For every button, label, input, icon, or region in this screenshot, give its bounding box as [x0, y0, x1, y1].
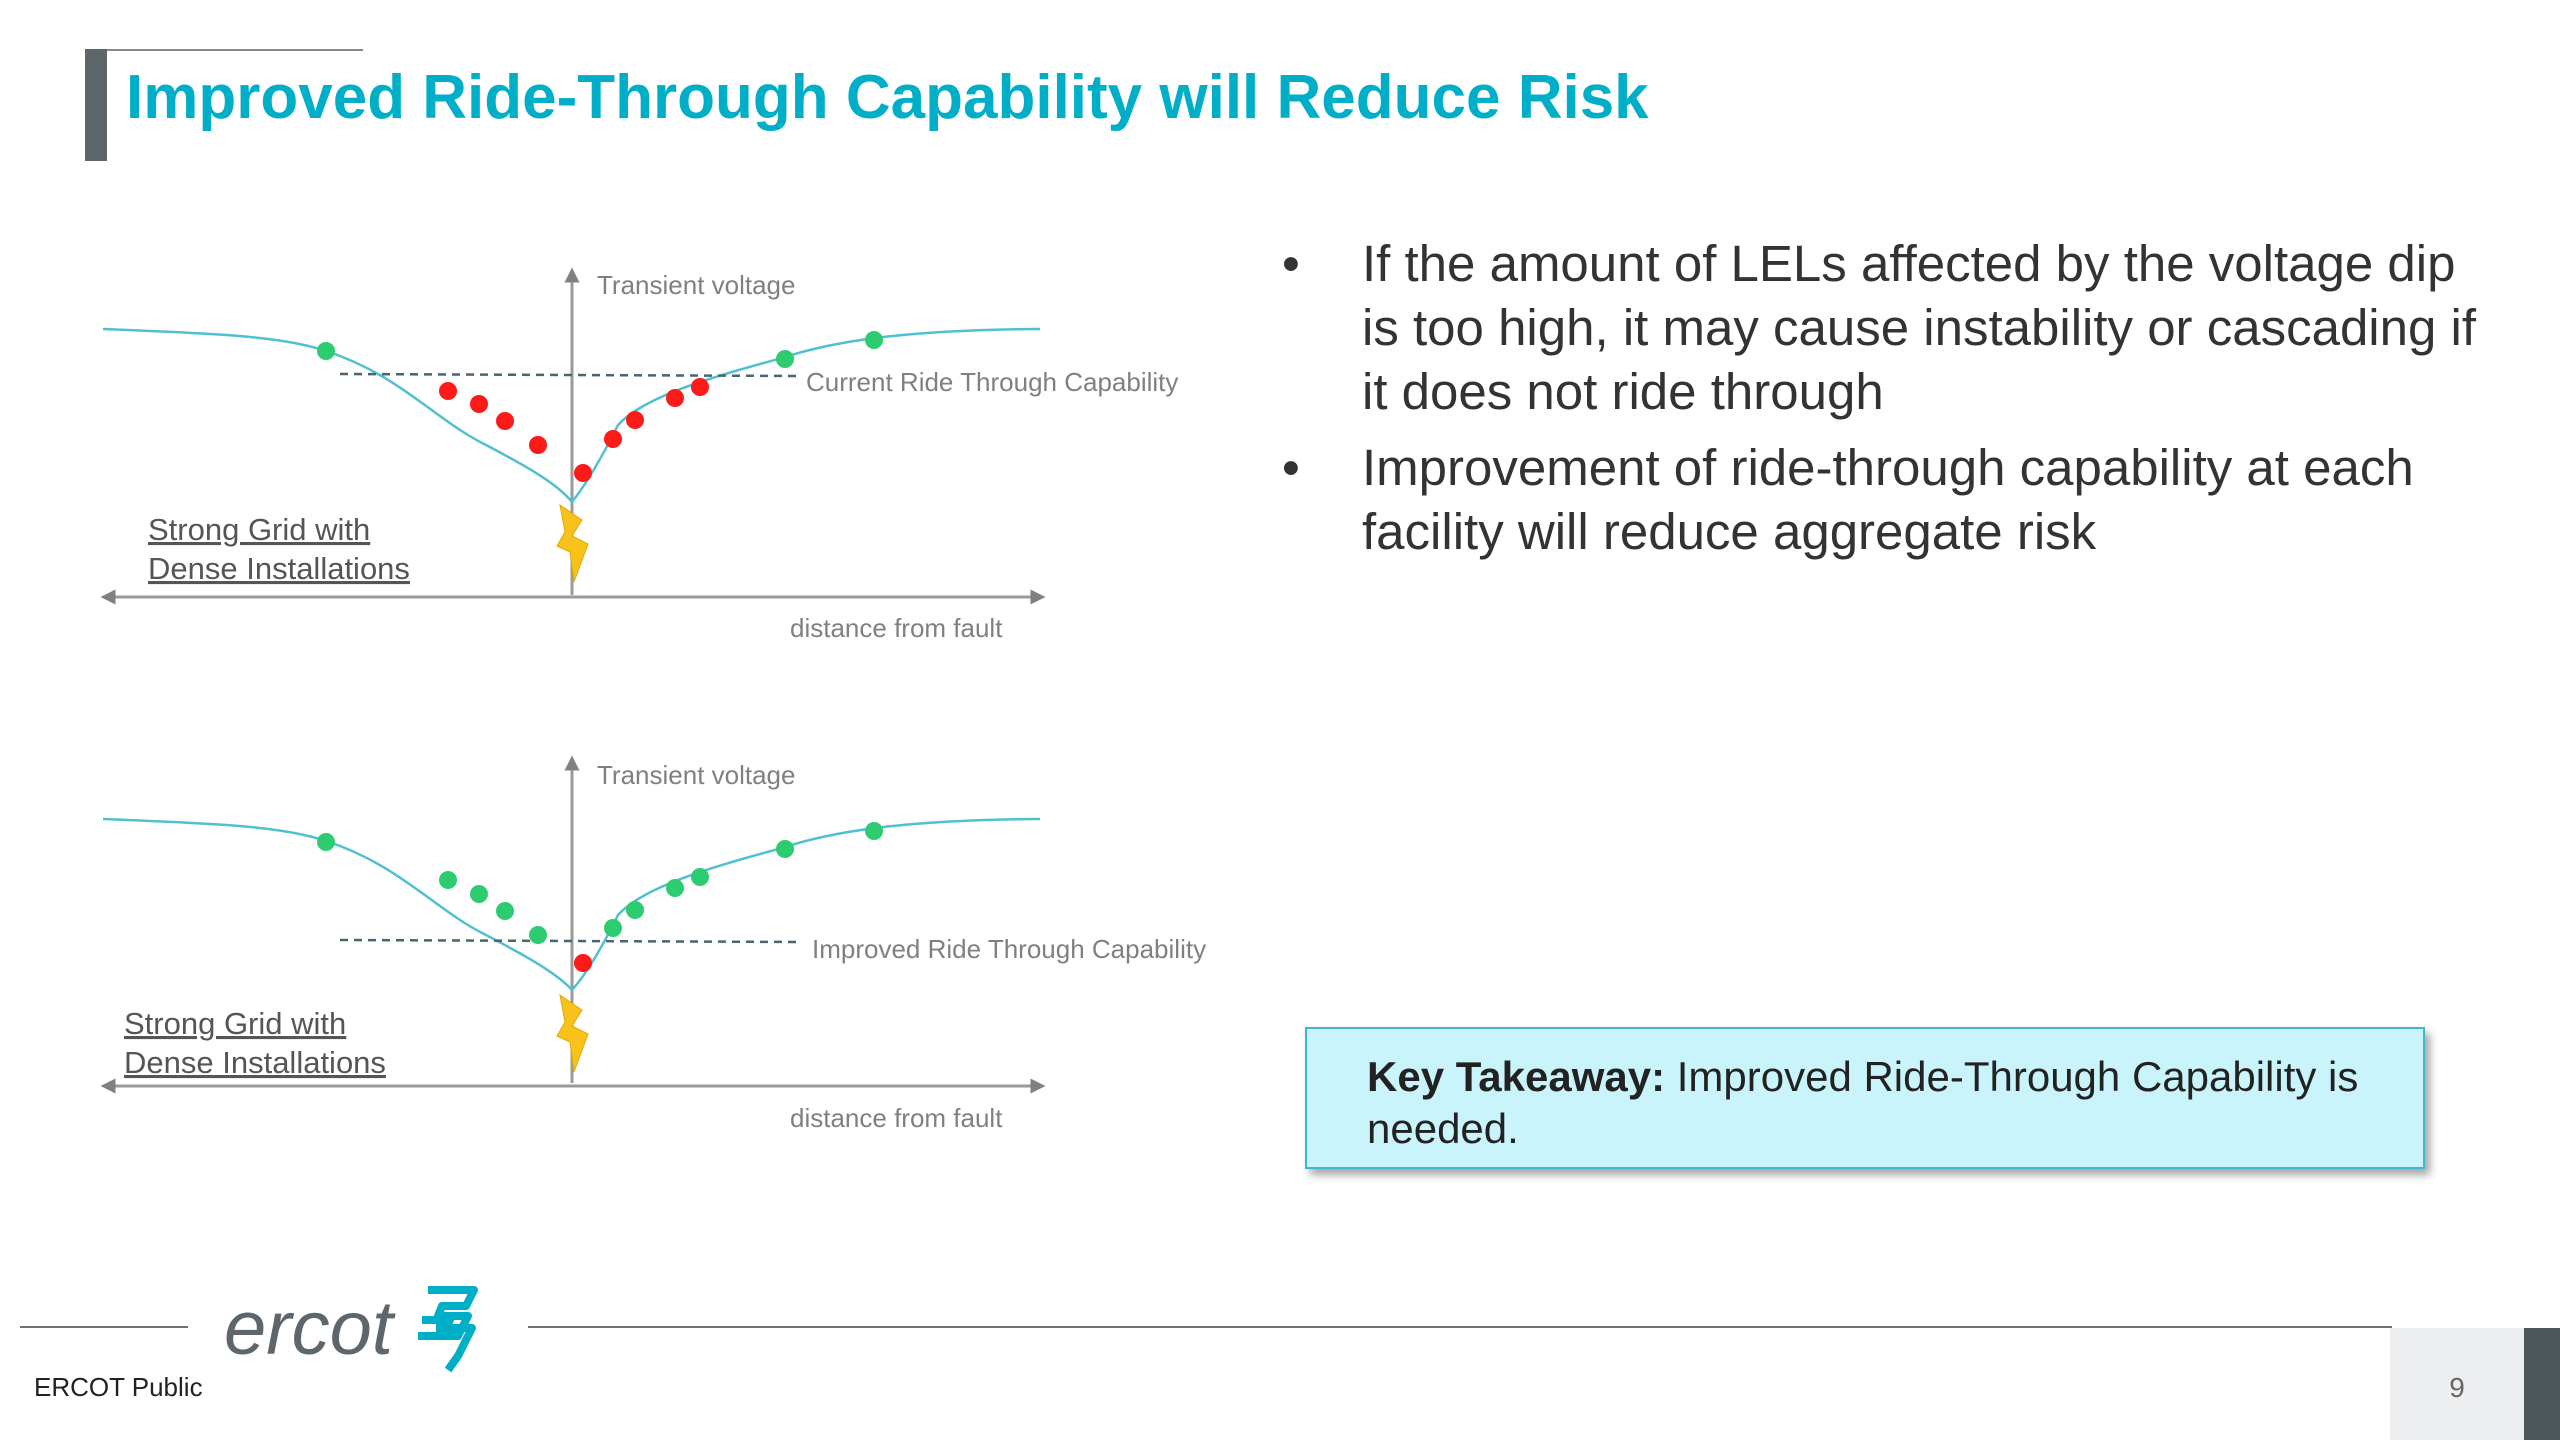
footer-divider-right — [528, 1326, 2392, 1328]
point-rode-through — [317, 833, 335, 851]
point-rode-through — [317, 342, 335, 360]
point-rode-through — [496, 902, 514, 920]
point-rode-through — [865, 822, 883, 840]
classification-label: ERCOT Public — [34, 1372, 203, 1402]
point-rode-through — [691, 868, 709, 886]
point-rode-through — [626, 901, 644, 919]
data-points — [317, 331, 883, 482]
threshold-line — [339, 372, 801, 378]
point-tripped — [574, 464, 592, 482]
point-tripped — [470, 395, 488, 413]
grid-label-line2: Dense Installations — [148, 551, 410, 586]
takeaway-label: Key Takeaway: — [1367, 1053, 1666, 1100]
y-axis-label: Transient voltage — [597, 760, 795, 790]
point-tripped — [666, 389, 684, 407]
title-accent-bar — [85, 49, 107, 161]
y-axis-label: Transient voltage — [597, 270, 795, 300]
takeaway-text: Improved Ride-Through Capability is need… — [1367, 1053, 2359, 1152]
point-rode-through — [439, 871, 457, 889]
bullet-dot: • — [1282, 439, 1300, 496]
point-rode-through — [604, 919, 622, 937]
point-rode-through — [529, 926, 547, 944]
footer-divider-left — [20, 1326, 188, 1328]
lightning-bolt-icon — [556, 503, 589, 583]
point-tripped — [574, 954, 592, 972]
lightning-bolt-icon — [556, 993, 589, 1073]
grid-label-line1: Strong Grid with — [148, 512, 370, 547]
threshold-label: Improved Ride Through Capability — [812, 934, 1206, 964]
data-points — [317, 822, 883, 972]
point-tripped — [439, 382, 457, 400]
voltage-curve — [102, 817, 1041, 992]
grid-label-line1: Strong Grid with — [124, 1006, 346, 1041]
page-number-box — [2390, 1328, 2524, 1440]
point-rode-through — [865, 331, 883, 349]
point-tripped — [626, 411, 644, 429]
bullet-list: • If the amount of LELs affected by the v… — [1282, 232, 2482, 576]
voltage-curve — [102, 327, 1041, 505]
threshold-label: Current Ride Through Capability — [806, 367, 1178, 397]
ercot-logo: ercot — [224, 1286, 478, 1373]
point-tripped — [496, 412, 514, 430]
slide-title: Improved Ride-Through Capability will Re… — [126, 63, 1649, 132]
key-takeaway-box: Key Takeaway: Improved Ride-Through Capa… — [1305, 1027, 2425, 1169]
point-rode-through — [666, 879, 684, 897]
page-accent-bar — [2524, 1328, 2560, 1440]
threshold-line — [339, 938, 801, 944]
title-accent-line — [85, 49, 363, 51]
x-axis-label: distance from fault — [790, 1103, 1003, 1133]
x-axis-label: distance from fault — [790, 613, 1003, 643]
grid-label-line2: Dense Installations — [124, 1045, 386, 1080]
point-tripped — [691, 378, 709, 396]
point-rode-through — [776, 840, 794, 858]
bullet-item: • Improvement of ride-through capability … — [1282, 436, 2482, 564]
logo-wordmark: ercot — [224, 1286, 396, 1371]
page-number: 9 — [2449, 1372, 2465, 1403]
logo-mark-icon — [418, 1286, 478, 1373]
point-rode-through — [776, 350, 794, 368]
bullet-dot: • — [1282, 235, 1300, 292]
point-tripped — [529, 436, 547, 454]
diagram-improved: Transient voltage distance from fault Im… — [100, 755, 1206, 1133]
point-tripped — [604, 430, 622, 448]
point-rode-through — [470, 885, 488, 903]
bullet-item: • If the amount of LELs affected by the v… — [1282, 232, 2482, 424]
diagram-current: Transient voltage distance from fault Cu… — [100, 267, 1178, 643]
